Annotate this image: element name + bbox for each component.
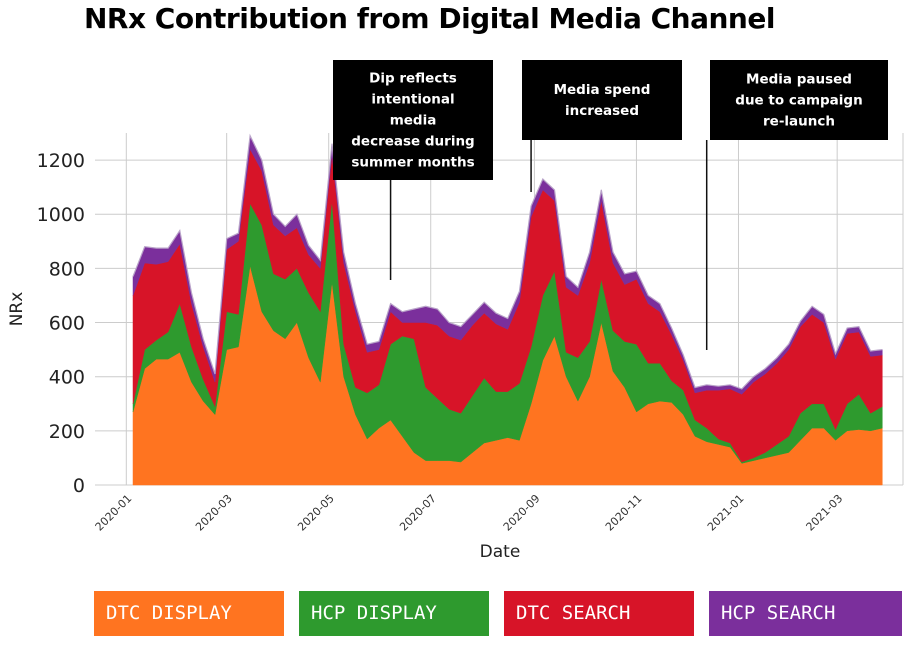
x-tick-label: 2020-09 bbox=[501, 492, 543, 534]
legend-label: HCP SEARCH bbox=[721, 602, 836, 624]
y-tick-label: 400 bbox=[49, 367, 85, 389]
y-tick-label: 1200 bbox=[37, 150, 85, 172]
legend-hcp-display: HCP DISPLAY bbox=[299, 591, 489, 636]
total-outline bbox=[132, 133, 883, 390]
x-tick-label: 2021-01 bbox=[705, 492, 747, 534]
annotation-text: Media spend bbox=[554, 82, 651, 98]
x-tick-label: 2020-07 bbox=[397, 492, 439, 534]
areas bbox=[132, 133, 883, 486]
x-axis-label: Date bbox=[480, 542, 521, 562]
annotation-box bbox=[333, 60, 493, 180]
annotation-callout: Media spend increased bbox=[522, 60, 682, 192]
y-tick-label: 200 bbox=[49, 421, 85, 443]
annotations: Dip reflects intentional media decrease dur… bbox=[333, 60, 888, 350]
y-tick-label: 1000 bbox=[37, 204, 85, 226]
legend-label: DTC DISPLAY bbox=[106, 602, 232, 624]
x-tick-label: 2020-11 bbox=[603, 492, 645, 534]
legend-dtc-display: DTC DISPLAY bbox=[94, 591, 284, 636]
annotation-box bbox=[710, 60, 888, 140]
legend-label: HCP DISPLAY bbox=[311, 602, 437, 624]
annotation-text: increased bbox=[565, 103, 639, 119]
annotation-text: Dip reflects bbox=[369, 71, 457, 87]
y-tick-label: 800 bbox=[49, 258, 85, 280]
y-tick-label: 600 bbox=[49, 313, 85, 335]
annotation-text: summer months bbox=[351, 155, 474, 171]
annotation-text: intentional bbox=[371, 92, 454, 108]
annotation-text: re-launch bbox=[763, 114, 835, 130]
y-axis-label: NRx bbox=[7, 292, 27, 327]
y-tick-label: 0 bbox=[73, 475, 85, 497]
chart-title: NRx Contribution from Digital Media Chan… bbox=[84, 2, 775, 35]
x-tick-label: 2020-05 bbox=[295, 492, 337, 534]
annotation-callout: Dip reflects intentional media decrease dur… bbox=[333, 60, 493, 280]
x-tick-label: 2020-03 bbox=[193, 492, 235, 534]
x-tick-label: 2020-01 bbox=[93, 492, 135, 534]
legend-label: DTC SEARCH bbox=[516, 602, 631, 624]
legend-dtc-search: DTC SEARCH bbox=[504, 591, 694, 636]
annotation-text: decrease during bbox=[351, 134, 474, 150]
annotation-text: due to campaign bbox=[735, 93, 862, 109]
legend-hcp-search: HCP SEARCH bbox=[709, 591, 902, 636]
annotation-text: Media paused bbox=[746, 72, 852, 88]
annotation-callout: Media paused due to campaign re-launch bbox=[705, 60, 888, 350]
annotation-box bbox=[522, 60, 682, 140]
x-tick-label: 2021-03 bbox=[804, 492, 846, 534]
annotation-text: media bbox=[390, 113, 437, 129]
